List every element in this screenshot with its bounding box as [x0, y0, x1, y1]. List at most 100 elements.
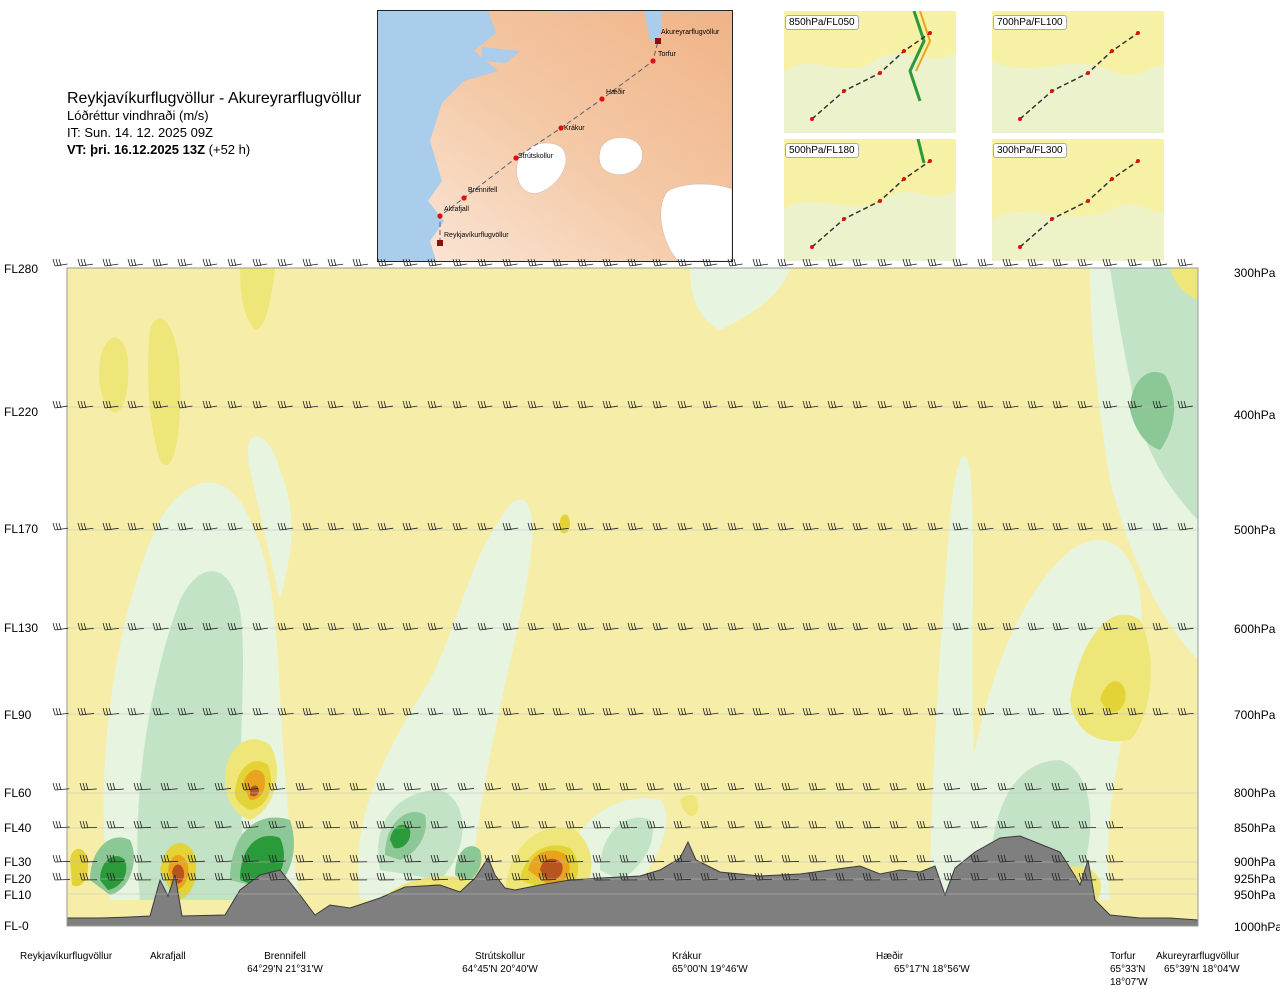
- wind-barb-feather: [906, 259, 908, 266]
- wind-barb-shaft: [555, 264, 568, 266]
- map-label-haedir: Hæðir: [606, 89, 625, 96]
- wind-barb-feather: [59, 855, 61, 862]
- wind-barb-feather: [581, 259, 583, 266]
- level-map-700-label: 700hPa/FL100: [993, 15, 1067, 30]
- wind-barb-feather: [531, 259, 533, 266]
- pressure-label-800: 800hPa: [1234, 786, 1275, 800]
- wind-barb-feather: [303, 259, 305, 266]
- station-name: Akureyrarflugvöllur: [1156, 950, 1276, 963]
- wind-barb-feather: [753, 259, 755, 266]
- wind-barb-feather: [59, 708, 61, 715]
- station-name: Hæðir: [876, 950, 976, 963]
- wind-barb-feather: [778, 259, 780, 266]
- level-map-700[interactable]: 700hPa/FL100: [992, 11, 1164, 133]
- wind-barb-shaft: [55, 528, 68, 530]
- wind-barb-shaft: [1005, 264, 1018, 266]
- wind-barb-feather: [606, 259, 608, 266]
- level-map-500-label: 500hPa/FL180: [785, 143, 859, 158]
- wind-barb-feather: [53, 623, 55, 630]
- valid-time: VT: þri. 16.12.2025 13Z (+52 h): [67, 141, 361, 158]
- station-coord: 64°29'N 21°31'W: [240, 963, 330, 976]
- wind-barb-feather: [81, 259, 83, 266]
- wind-barb-feather: [756, 259, 758, 266]
- level-map-850-label: 850hPa/FL050: [785, 15, 859, 30]
- wind-barb-feather: [231, 259, 233, 266]
- wind-barb-feather: [128, 259, 130, 266]
- wind-barb-feather: [1031, 259, 1033, 266]
- wind-barb-feather: [703, 259, 705, 266]
- wind-barb-feather: [678, 259, 680, 266]
- station-coord: 65°00'N 19°46'W: [672, 963, 762, 976]
- wind-barb-shaft: [155, 264, 168, 266]
- wind-barb-shaft: [605, 264, 618, 266]
- station-coord: 64°45'N 20°40'W: [455, 963, 545, 976]
- wind-barb-shaft: [330, 264, 343, 266]
- wind-barb-shaft: [1055, 264, 1068, 266]
- pressure-label-1000: 1000hPa: [1234, 920, 1280, 934]
- wind-barb-feather: [553, 259, 555, 266]
- valid-time-lead: (+52 h): [205, 142, 250, 157]
- wind-barb-feather: [728, 259, 730, 266]
- level-map-850[interactable]: 850hPa/FL050: [784, 11, 956, 133]
- fl-label-0: FL-0: [4, 919, 29, 933]
- wind-barb-feather: [53, 523, 55, 530]
- station-coord: 65°39'N 18°04'W: [1156, 963, 1276, 976]
- wind-barb-feather: [281, 259, 283, 266]
- map-label-akrafjall: Akrafjall: [444, 206, 469, 213]
- fl-label-10: FL10: [4, 888, 31, 902]
- wind-barb-shaft: [805, 264, 818, 266]
- issue-time: IT: Sun. 14. 12. 2025 09Z: [67, 124, 361, 141]
- station-name: Reykjavíkurflugvöllur: [20, 950, 120, 963]
- wind-barb-shaft: [163, 861, 178, 862]
- wind-barb-feather: [628, 259, 630, 266]
- station-name: Akrafjall: [150, 950, 194, 963]
- wind-barb-feather: [806, 259, 808, 266]
- wind-barb-feather: [56, 821, 58, 828]
- wind-barb-feather: [456, 259, 458, 266]
- station-akureyri: Akureyrarflugvöllur 65°39'N 18°04'W: [1156, 950, 1276, 976]
- map-label-torfur: Torfur: [658, 51, 676, 58]
- wind-barb-feather: [1003, 259, 1005, 266]
- wind-barb-shaft: [892, 861, 907, 862]
- station-brennifell: Brennifell 64°29'N 21°31'W: [240, 950, 330, 976]
- wind-barb-shaft: [780, 264, 793, 266]
- wind-barb-feather: [956, 259, 958, 266]
- station-name: Strútskollur: [455, 950, 545, 963]
- wind-barb-feather: [328, 259, 330, 266]
- wind-barb-shaft: [980, 264, 993, 266]
- wind-barb-feather: [203, 259, 205, 266]
- wind-barb-feather: [56, 401, 58, 408]
- wind-barb-feather: [428, 259, 430, 266]
- pressure-label-600: 600hPa: [1234, 622, 1275, 636]
- pressure-label-900: 900hPa: [1234, 855, 1275, 869]
- fl-label-40: FL40: [4, 821, 31, 835]
- wind-barb-feather: [378, 259, 380, 266]
- wind-barb-feather: [1131, 259, 1133, 266]
- wind-barb-feather: [481, 259, 483, 266]
- wind-barb-feather: [56, 873, 58, 880]
- level-map-300[interactable]: 300hPa/FL300: [992, 139, 1164, 261]
- wind-barb-shaft: [580, 264, 593, 266]
- wind-barb-feather: [306, 259, 308, 266]
- pressure-label-300: 300hPa: [1234, 266, 1275, 280]
- station-name: Brennifell: [240, 950, 330, 963]
- wind-barb-feather: [831, 259, 833, 266]
- wind-barb-feather: [453, 259, 455, 266]
- wind-barb-feather: [1128, 259, 1130, 266]
- station-akrafjall: Akrafjall: [150, 950, 194, 963]
- level-map-500[interactable]: 500hPa/FL180: [784, 139, 956, 261]
- wind-barb-feather: [53, 708, 55, 715]
- wind-barb-feather: [181, 259, 183, 266]
- map-label-brennifell: Brennifell: [468, 187, 497, 194]
- wind-barb-feather: [1181, 259, 1183, 266]
- wind-barb-feather: [431, 259, 433, 266]
- station-name: Krákur: [672, 950, 762, 963]
- wind-barb-feather: [953, 259, 955, 266]
- wind-barb-feather: [603, 259, 605, 266]
- wind-barb-feather: [853, 259, 855, 266]
- route-title: Reykjavíkurflugvöllur - Akureyrarflugvöl…: [67, 90, 361, 107]
- wind-barb-feather: [656, 259, 658, 266]
- wind-barb-shaft: [1030, 264, 1043, 266]
- station-haedir: Hæðir 65°17'N 18°56'W: [876, 950, 976, 976]
- wind-barb-shaft: [55, 406, 68, 408]
